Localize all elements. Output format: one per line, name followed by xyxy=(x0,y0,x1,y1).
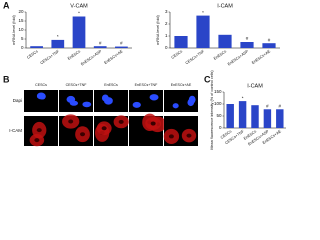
nucleus xyxy=(149,94,159,101)
column-label: EnESCs xyxy=(104,83,118,87)
bar xyxy=(174,36,188,48)
nucleus-shadow xyxy=(101,126,107,131)
y-tick-label: 1 xyxy=(165,33,168,38)
nucleus xyxy=(103,97,113,105)
micrograph xyxy=(24,90,58,112)
bar xyxy=(72,16,86,48)
column-label: CESCs+TNF xyxy=(66,83,88,87)
nucleus xyxy=(187,98,195,107)
nucleus xyxy=(172,103,179,109)
bar xyxy=(263,109,272,128)
y-tick-label: 0 xyxy=(21,45,24,50)
significance-marker: * xyxy=(57,34,59,39)
x-tick-label: EnESCs xyxy=(67,49,81,61)
row-label: Dapi xyxy=(13,98,22,103)
y-tick-label: 15 xyxy=(18,18,24,23)
nucleus-shadow xyxy=(150,121,156,126)
nucleus-shadow xyxy=(118,119,124,124)
nucleus xyxy=(132,101,141,108)
nucleus xyxy=(36,92,46,100)
nucleus xyxy=(66,95,76,103)
column-label: EnESCs+TNF xyxy=(135,83,158,87)
column-label: EnESCs+AE xyxy=(171,83,192,87)
nucleus-shadow xyxy=(168,134,174,139)
x-tick-label: EnESCs xyxy=(213,49,227,61)
chart-title: V-CAM xyxy=(70,3,88,9)
bar xyxy=(240,42,254,48)
nucleus-shadow xyxy=(186,133,192,138)
bar xyxy=(238,101,247,128)
bar xyxy=(276,109,284,128)
panel-label: C xyxy=(204,74,211,84)
column-label: CESCs xyxy=(35,83,47,87)
x-tick-label: EnESCs+ASP xyxy=(227,49,249,66)
nucleus-shadow xyxy=(68,119,74,124)
bar xyxy=(30,46,43,48)
y-tick-label: 0 xyxy=(165,45,168,50)
y-tick-label: 100 xyxy=(214,101,222,106)
y-tick-label: 3 xyxy=(165,9,168,14)
chart-title: I-CAM xyxy=(217,3,233,9)
bar xyxy=(262,43,276,48)
panel-label: B xyxy=(3,74,10,84)
x-tick-label: CESCs xyxy=(26,49,39,59)
chart-title: I-CAM xyxy=(247,83,263,89)
y-tick-label: 50 xyxy=(216,113,222,118)
significance-marker: * xyxy=(202,10,204,15)
bar xyxy=(115,46,128,48)
y-tick-label: 0 xyxy=(219,125,222,130)
x-tick-label: CESCs xyxy=(220,129,233,139)
significance-marker: # xyxy=(268,37,271,42)
significance-marker: * xyxy=(242,95,244,100)
micrograph xyxy=(129,90,163,112)
y-tick-label: 20 xyxy=(18,9,24,14)
y-tick-label: 2 xyxy=(165,21,168,26)
x-tick-label: CESCs xyxy=(171,49,184,59)
bar xyxy=(93,46,107,48)
x-tick-label: CESCs+TNF xyxy=(40,49,61,65)
y-tick-label: 10 xyxy=(18,27,24,32)
bar xyxy=(196,15,210,49)
nucleus-shadow xyxy=(34,138,40,143)
bar xyxy=(226,104,234,128)
bar xyxy=(251,105,259,128)
significance-marker: # xyxy=(246,36,249,41)
row-label: I-CAM xyxy=(9,128,22,133)
y-axis-label: mRNA level (fold) xyxy=(156,14,160,44)
significance-marker: # xyxy=(266,103,269,108)
significance-marker: * xyxy=(78,11,80,16)
significance-marker: # xyxy=(99,40,102,45)
significance-marker: # xyxy=(279,103,282,108)
y-axis-label: mRNA level (fold) xyxy=(12,14,16,44)
nucleus xyxy=(82,101,92,108)
x-tick-label: CESCs+TNF xyxy=(185,49,206,65)
x-tick-label: EnESCs+ASP xyxy=(80,49,102,66)
bar xyxy=(51,39,65,48)
x-tick-label: EnESCs xyxy=(243,129,257,141)
nucleus-shadow xyxy=(36,128,42,133)
significance-marker: # xyxy=(120,41,123,46)
bar xyxy=(218,34,232,48)
x-tick-label: EnESCs+AE xyxy=(251,49,271,65)
y-axis-label: Mean fluorescence intensity (% of contro… xyxy=(210,70,214,150)
y-tick-label: 150 xyxy=(214,89,222,94)
y-tick-label: 5 xyxy=(21,36,24,41)
panel-label: A xyxy=(3,0,10,10)
micrograph xyxy=(164,90,198,112)
x-tick-label: EnESCs+AE xyxy=(104,49,124,65)
nucleus-shadow xyxy=(80,132,86,137)
